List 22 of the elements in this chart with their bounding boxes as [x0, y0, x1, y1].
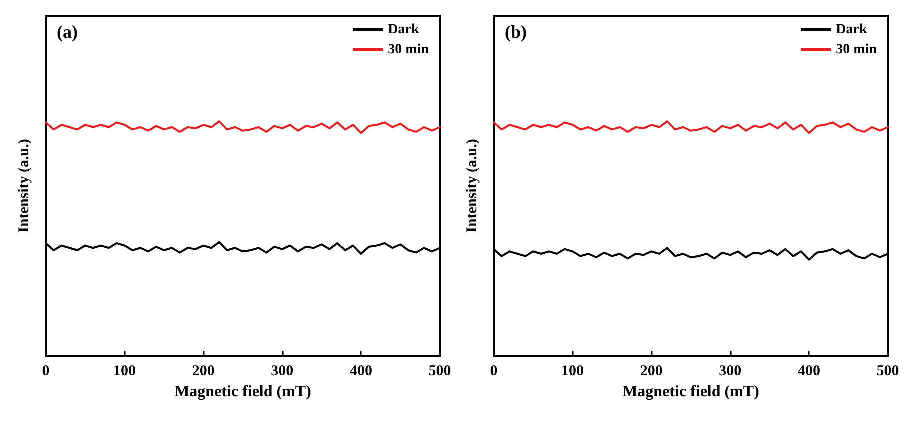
x-tick-label: 500 [428, 364, 452, 380]
x-tick-label: 0 [42, 364, 50, 380]
legend-label: 30 min [836, 42, 878, 58]
x-axis-title: Magnetic field (mT) [622, 384, 760, 400]
chart-title: (b) [505, 22, 528, 42]
x-tick-label: 500 [876, 364, 900, 380]
legend-label: 30 min [388, 42, 430, 58]
x-tick-label: 0 [490, 364, 498, 380]
x-tick-label: 400 [350, 364, 372, 380]
x-tick-label: 200 [192, 364, 215, 380]
x-tick-label: 300 [271, 364, 294, 380]
legend-label: Dark [388, 22, 420, 38]
x-tick-label: 100 [562, 364, 584, 380]
y-axis-title: Intensity (a.u.) [16, 139, 32, 233]
x-axis-title: Magnetic field (mT) [174, 384, 312, 400]
x-tick-label: 200 [640, 364, 663, 380]
x-tick-label: 300 [719, 364, 742, 380]
chart-title: (a) [57, 22, 78, 42]
legend-label: Dark [836, 22, 868, 38]
y-axis-title: Intensity (a.u.) [464, 139, 480, 233]
x-tick-label: 400 [798, 364, 820, 380]
x-tick-label: 100 [114, 364, 136, 380]
